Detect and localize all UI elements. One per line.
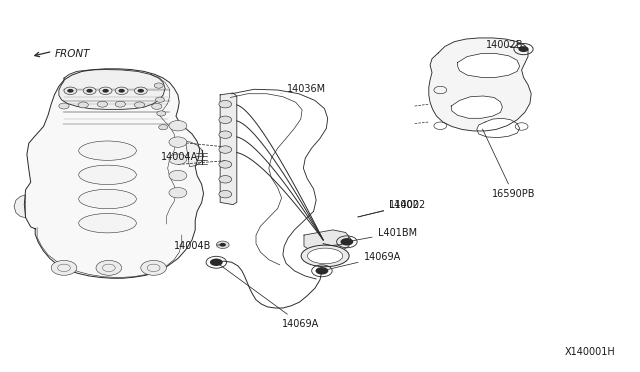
Circle shape bbox=[169, 170, 187, 181]
Circle shape bbox=[67, 89, 74, 93]
Text: 14004B: 14004B bbox=[174, 241, 220, 251]
Text: 14069A: 14069A bbox=[324, 252, 401, 270]
Ellipse shape bbox=[307, 248, 343, 264]
Ellipse shape bbox=[301, 245, 349, 267]
Circle shape bbox=[141, 260, 166, 275]
Circle shape bbox=[134, 102, 145, 108]
Circle shape bbox=[518, 46, 529, 52]
Polygon shape bbox=[220, 93, 237, 205]
Text: 16590PB: 16590PB bbox=[483, 129, 535, 199]
Circle shape bbox=[340, 238, 353, 246]
Text: 14002: 14002 bbox=[358, 201, 420, 217]
Circle shape bbox=[219, 190, 232, 198]
Circle shape bbox=[152, 103, 162, 109]
Circle shape bbox=[118, 89, 125, 93]
Circle shape bbox=[219, 161, 232, 168]
Text: FRONT: FRONT bbox=[54, 49, 90, 58]
Circle shape bbox=[99, 87, 112, 94]
Polygon shape bbox=[24, 69, 204, 278]
Circle shape bbox=[220, 243, 226, 247]
Text: X140001H: X140001H bbox=[565, 347, 616, 356]
Circle shape bbox=[219, 116, 232, 124]
Circle shape bbox=[169, 137, 187, 147]
Circle shape bbox=[169, 121, 187, 131]
Polygon shape bbox=[458, 54, 520, 77]
Text: 14004A: 14004A bbox=[161, 152, 205, 162]
Circle shape bbox=[219, 131, 232, 138]
Circle shape bbox=[157, 111, 166, 116]
Circle shape bbox=[219, 146, 232, 153]
Circle shape bbox=[83, 87, 96, 94]
Polygon shape bbox=[186, 141, 204, 167]
Circle shape bbox=[134, 87, 147, 94]
Ellipse shape bbox=[79, 165, 136, 185]
Text: L401BM: L401BM bbox=[349, 228, 417, 241]
Circle shape bbox=[115, 87, 128, 94]
Polygon shape bbox=[14, 195, 26, 218]
Circle shape bbox=[156, 97, 164, 102]
Circle shape bbox=[115, 101, 125, 107]
Circle shape bbox=[154, 83, 163, 88]
Ellipse shape bbox=[79, 141, 136, 160]
Circle shape bbox=[169, 154, 187, 164]
Polygon shape bbox=[477, 118, 520, 138]
Ellipse shape bbox=[79, 214, 136, 233]
Circle shape bbox=[219, 176, 232, 183]
Circle shape bbox=[219, 100, 232, 108]
Circle shape bbox=[138, 89, 144, 93]
Circle shape bbox=[316, 267, 328, 275]
Circle shape bbox=[86, 89, 93, 93]
Circle shape bbox=[64, 87, 77, 94]
Circle shape bbox=[59, 103, 69, 109]
Circle shape bbox=[169, 187, 187, 198]
Ellipse shape bbox=[79, 189, 136, 209]
Text: L14002: L14002 bbox=[358, 201, 426, 217]
Circle shape bbox=[216, 241, 229, 248]
Circle shape bbox=[51, 260, 77, 275]
Polygon shape bbox=[429, 38, 531, 131]
Text: 14069A: 14069A bbox=[219, 264, 319, 328]
Text: 14002B: 14002B bbox=[486, 41, 524, 50]
Polygon shape bbox=[304, 230, 351, 254]
Polygon shape bbox=[59, 70, 165, 109]
Circle shape bbox=[78, 102, 88, 108]
Circle shape bbox=[159, 125, 168, 130]
Circle shape bbox=[210, 259, 223, 266]
Polygon shape bbox=[451, 96, 502, 118]
Circle shape bbox=[102, 89, 109, 93]
Circle shape bbox=[96, 260, 122, 275]
Circle shape bbox=[97, 101, 108, 107]
Text: 14036M: 14036M bbox=[281, 84, 326, 94]
